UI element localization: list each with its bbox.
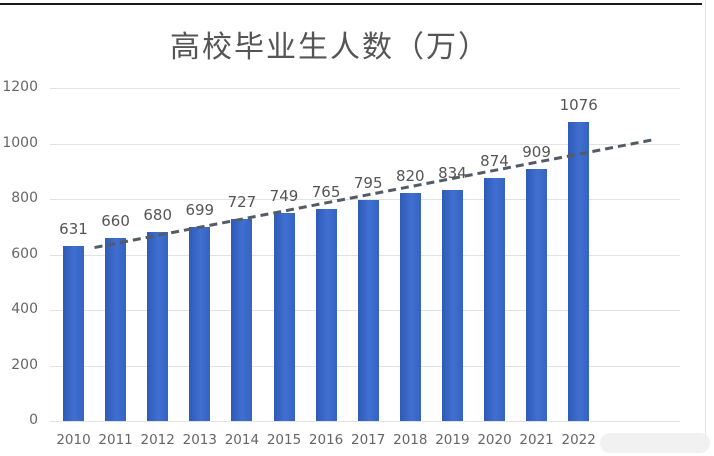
data-label: 909 <box>522 142 551 161</box>
bar-2013 <box>189 227 211 421</box>
watermark-blur <box>600 433 710 453</box>
y-tick-label: 1000 <box>2 134 38 151</box>
x-tick-label: 2021 <box>519 432 554 448</box>
bar-2018 <box>399 193 421 421</box>
y-tick-label: 600 <box>11 245 38 262</box>
gridline <box>50 421 680 422</box>
data-label: 820 <box>395 167 425 186</box>
x-tick-label: 2019 <box>435 432 470 448</box>
bar-2022 <box>568 122 590 421</box>
bar-2017 <box>357 200 379 421</box>
gridline <box>50 88 680 89</box>
x-tick-label: 2012 <box>140 432 175 448</box>
x-tick-label: 2011 <box>98 432 133 448</box>
x-tick-label: 2014 <box>224 432 260 448</box>
data-label: 795 <box>353 174 383 193</box>
data-label: 660 <box>101 211 130 230</box>
right-border <box>705 0 706 440</box>
bar-2015 <box>273 213 295 421</box>
x-tick-label: 2016 <box>308 432 344 448</box>
data-label: 749 <box>269 187 299 206</box>
data-label: 680 <box>143 206 172 225</box>
x-tick-label: 2017 <box>351 432 386 448</box>
bar-2012 <box>147 232 169 421</box>
data-label: 631 <box>59 219 88 238</box>
top-border <box>0 3 702 5</box>
bar-2011 <box>105 237 127 421</box>
bar-2014 <box>231 219 253 421</box>
data-label: 727 <box>227 193 257 212</box>
bar-2021 <box>526 168 548 421</box>
y-tick-label: 1200 <box>2 79 38 95</box>
data-label: 765 <box>311 182 341 201</box>
y-tick-label: 400 <box>11 301 38 317</box>
gridline <box>50 199 680 200</box>
y-tick-label: 0 <box>29 412 38 428</box>
y-tick-label: 200 <box>11 356 38 373</box>
x-tick-label: 2010 <box>56 432 91 448</box>
x-tick-label: 2018 <box>393 432 428 448</box>
x-tick-label: 2013 <box>182 432 217 448</box>
x-tick-label: 2020 <box>477 432 512 448</box>
chart-title: 高校毕业生人数（万） <box>170 30 490 65</box>
data-label: 874 <box>480 152 509 171</box>
bar-2019 <box>441 189 463 421</box>
x-tick-label: 2022 <box>561 432 596 448</box>
x-tick-label: 2015 <box>266 432 302 448</box>
bar-2016 <box>315 208 337 421</box>
y-tick-label: 800 <box>11 190 38 206</box>
data-label: 699 <box>185 201 215 220</box>
gridline <box>50 143 680 145</box>
data-label: 1076 <box>559 96 598 115</box>
bar-2010 <box>63 245 84 421</box>
bar-2020 <box>484 178 505 421</box>
